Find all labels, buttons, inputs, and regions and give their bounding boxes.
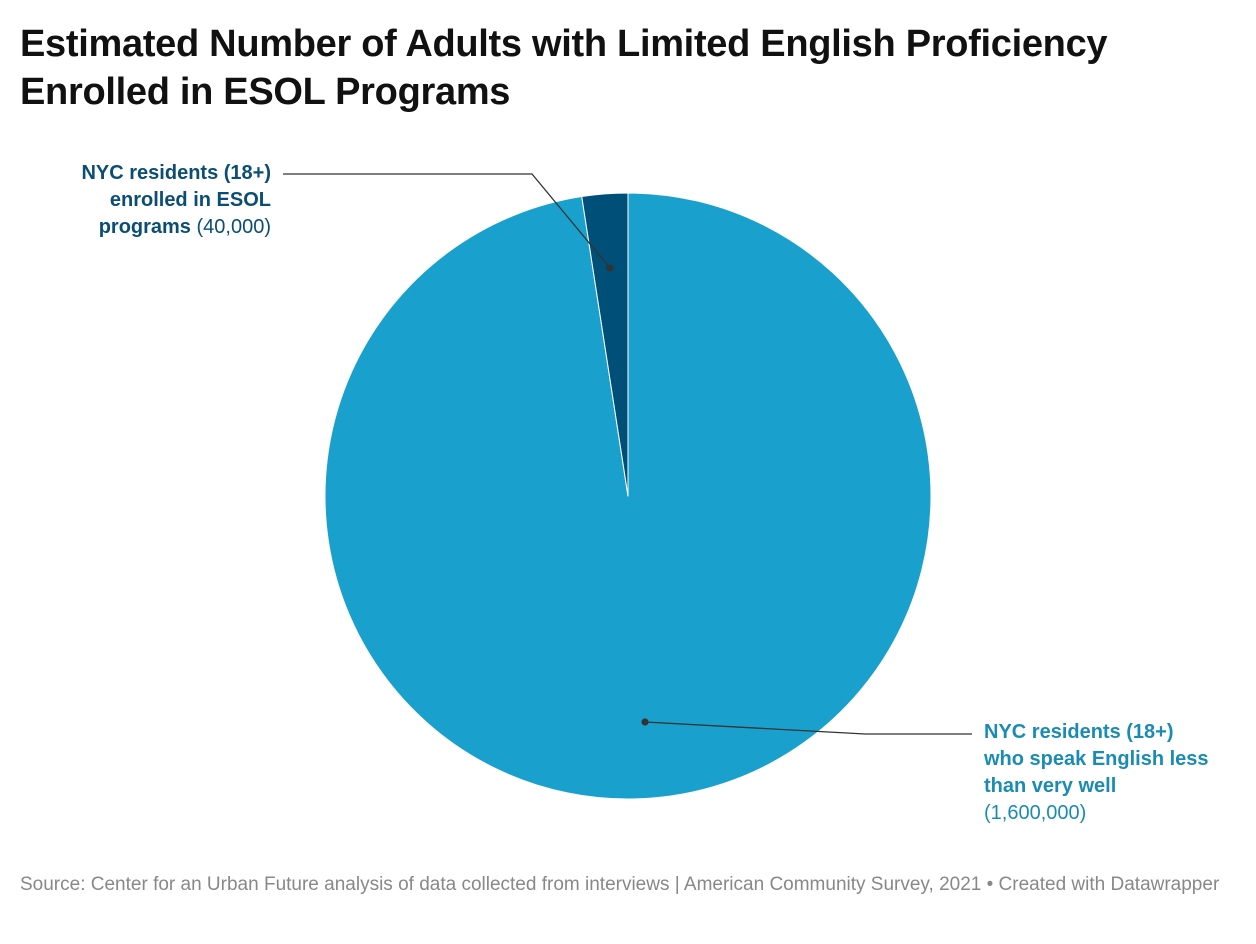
slice-value-lep: (1,600,000) bbox=[984, 802, 1087, 824]
source-note: Source: Center for an Urban Future analy… bbox=[20, 874, 1220, 895]
pie-slices bbox=[324, 192, 932, 800]
slice-label-lep-line-3: than very well bbox=[984, 775, 1117, 797]
chart-title: Estimated Number of Adults with Limited … bbox=[20, 20, 1236, 116]
slice-value-esol: (40,000) bbox=[196, 216, 272, 238]
slice-label-lep-line-1: NYC residents (18+) bbox=[984, 721, 1174, 743]
chart-title-line-1: Estimated Number of Adults with Limited … bbox=[20, 23, 1108, 65]
leader-line-lep bbox=[644, 721, 972, 735]
slice-label-esol-line-3: programs bbox=[98, 216, 191, 238]
slice-label-esol-line-2: enrolled in ESOL bbox=[109, 189, 271, 211]
leader-dot-lep bbox=[641, 718, 649, 726]
leader-dot-esol bbox=[606, 264, 614, 272]
pie-slice-esol bbox=[581, 192, 629, 497]
slice-label-esol: NYC residents (18+) enrolled in ESOL pro… bbox=[11, 160, 271, 241]
chart-title-line-2: Enrolled in ESOL Programs bbox=[20, 71, 511, 113]
leader-lines bbox=[283, 173, 972, 735]
slice-label-esol-line-1: NYC residents (18+) bbox=[81, 162, 271, 184]
slice-label-lep: NYC residents (18+) who speak English le… bbox=[984, 719, 1246, 827]
slice-label-lep-line-2: who speak English less bbox=[984, 748, 1209, 770]
leader-line-esol bbox=[283, 173, 611, 269]
